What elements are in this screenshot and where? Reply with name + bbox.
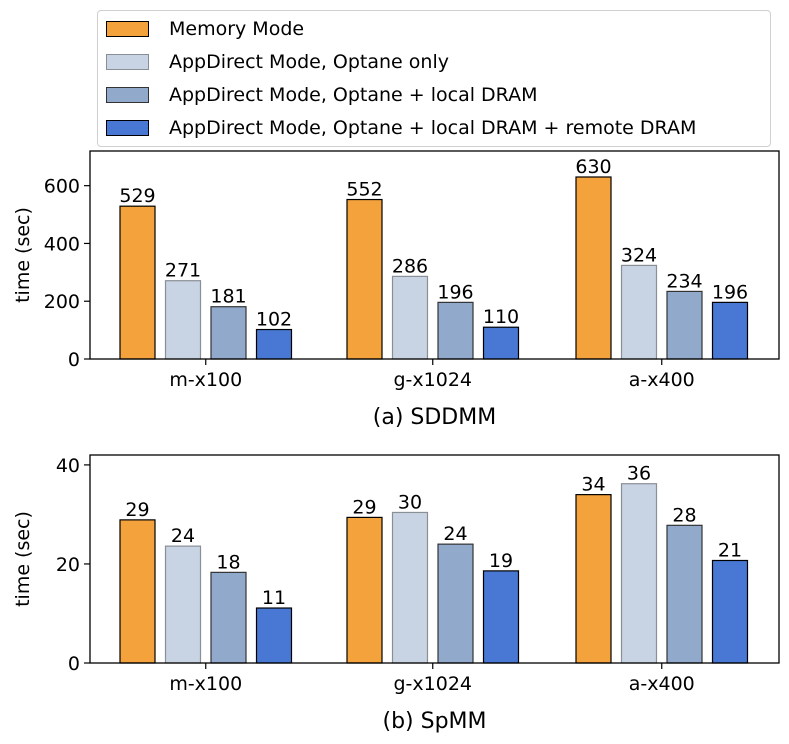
axes-frame [89, 454, 780, 664]
bar-value-label: 630 [575, 156, 611, 178]
x-tick-label: m-x100 [169, 673, 242, 695]
legend-swatch [106, 87, 149, 103]
legend-item-optane-only: AppDirect Mode, Optane only [106, 48, 449, 76]
bar-value-label: 21 [718, 539, 742, 561]
bar-value-label: 24 [171, 525, 195, 547]
bar [210, 306, 247, 360]
x-tick-label: m-x100 [169, 369, 242, 391]
y-tick-label: 0 [68, 653, 80, 675]
y-tick-label: 200 [44, 291, 80, 313]
chart-title: (b) SpMM [382, 709, 486, 734]
y-axis-label: time (sec) [12, 511, 34, 607]
bar-value-label: 28 [672, 504, 696, 526]
bar-value-label: 324 [621, 244, 657, 266]
chart-title: (a) SDDMM [373, 405, 496, 430]
sddmm-chart: 529 271 181 102 m-x100 552 286 196 110 g-x1024 630… [12, 150, 780, 430]
bar [255, 328, 293, 360]
bar [666, 524, 703, 664]
x-tick-label: g-x1024 [393, 673, 472, 695]
y-axis-label: time (sec) [12, 207, 34, 303]
bar-value-label: 102 [256, 309, 292, 331]
x-tick-label: a-x400 [629, 673, 695, 695]
bar [391, 275, 429, 360]
bar-value-label: 29 [352, 496, 376, 518]
bar [482, 326, 520, 360]
bar-value-label: 30 [398, 491, 422, 513]
bar-value-label: 34 [581, 474, 605, 496]
bar [164, 545, 202, 664]
bar-value-label: 529 [119, 185, 155, 207]
bar [391, 511, 429, 664]
bar [575, 494, 612, 664]
bar-value-label: 11 [262, 587, 286, 609]
y-tick-label: 40 [56, 455, 80, 477]
bar [711, 301, 749, 360]
bar-value-label: 234 [666, 270, 702, 292]
axes-frame [89, 150, 780, 360]
bar-value-label: 24 [443, 523, 467, 545]
chart-legend: Memory Mode AppDirect Mode, Optane only … [97, 10, 771, 147]
bar [119, 519, 156, 664]
legend-item-memory-mode: Memory Mode [106, 15, 304, 43]
y-tick-label: 600 [44, 176, 80, 198]
bar [119, 205, 156, 360]
bar-value-label: 271 [165, 260, 201, 282]
bar [210, 571, 247, 664]
bar [437, 301, 474, 360]
bar [575, 176, 612, 360]
bar-value-label: 286 [392, 255, 428, 277]
legend-label: AppDirect Mode, Optane only [169, 51, 449, 73]
legend-label: AppDirect Mode, Optane + local DRAM + re… [169, 117, 697, 139]
legend-label: Memory Mode [169, 18, 305, 40]
bar [620, 483, 658, 664]
x-tick-label: a-x400 [629, 369, 695, 391]
bar-value-label: 19 [489, 550, 513, 572]
bar-value-label: 36 [627, 463, 651, 485]
legend-swatch [106, 120, 149, 136]
bar-value-label: 18 [216, 551, 240, 573]
bar [255, 607, 293, 664]
bar-value-label: 29 [125, 499, 149, 521]
bar [482, 570, 520, 664]
bar [620, 264, 658, 360]
bar [666, 290, 703, 360]
bar-value-label: 552 [346, 179, 382, 201]
spmm-chart: 29 24 18 11 m-x100 29 30 24 19 g-x1024 34 36 28 21 a-x… [12, 454, 780, 734]
legend-swatch [106, 54, 149, 70]
legend-swatch [106, 21, 149, 37]
legend-item-optane-local-remote-dram: AppDirect Mode, Optane + local DRAM + re… [106, 114, 696, 142]
y-tick-label: 0 [68, 349, 80, 371]
legend-label: AppDirect Mode, Optane + local DRAM [169, 84, 538, 106]
bar [346, 198, 383, 360]
bar [164, 280, 202, 360]
bar [711, 559, 749, 664]
bar [437, 543, 474, 664]
bar-value-label: 196 [712, 281, 748, 303]
bar [346, 516, 383, 664]
bar-value-label: 196 [437, 281, 473, 303]
y-tick-label: 400 [44, 233, 80, 255]
x-tick-label: g-x1024 [393, 369, 472, 391]
bar-value-label: 181 [210, 286, 246, 308]
y-tick-label: 20 [56, 554, 80, 576]
bar-value-label: 110 [483, 306, 519, 328]
legend-item-optane-local-dram: AppDirect Mode, Optane + local DRAM [106, 81, 538, 109]
